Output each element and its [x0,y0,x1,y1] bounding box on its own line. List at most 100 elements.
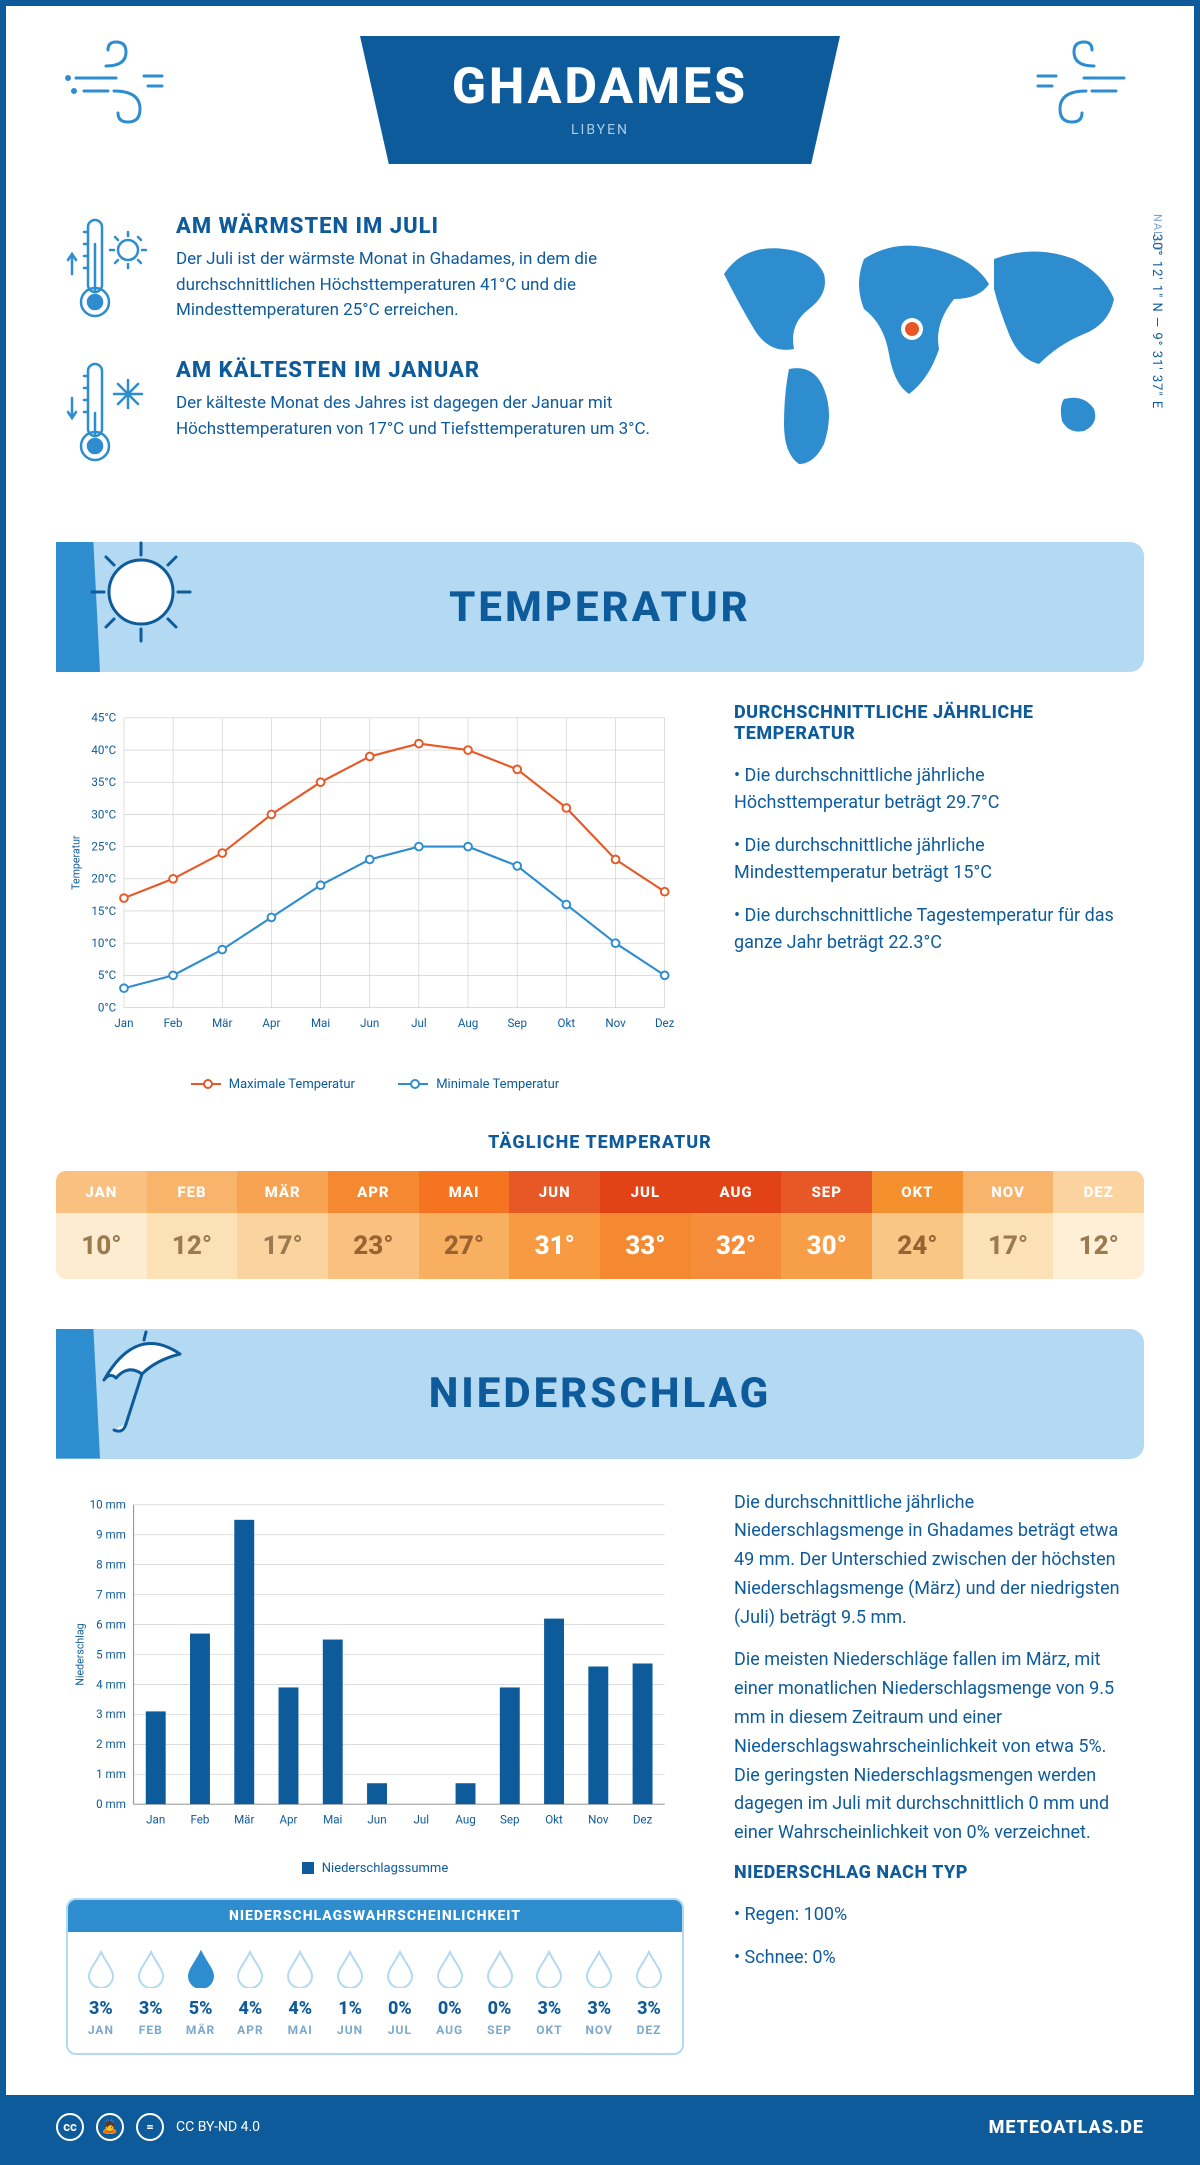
svg-text:Jul: Jul [411,1016,427,1030]
svg-text:5°C: 5°C [98,968,117,982]
svg-text:Jan: Jan [146,1812,165,1826]
city-title: GHADAMES [390,58,810,116]
nd-icon: = [136,2113,164,2141]
svg-text:Jul: Jul [413,1812,429,1826]
precip-chart-row: 0 mm1 mm2 mm3 mm4 mm5 mm6 mm7 mm8 mm9 mm… [6,1489,1194,2096]
svg-text:0°C: 0°C [98,1000,117,1014]
temp-cell: MÄR17° [237,1171,328,1279]
temp-bullet: Die durchschnittliche Tagestemperatur fü… [734,902,1134,956]
svg-text:6 mm: 6 mm [96,1617,126,1631]
cold-body: Der kälteste Monat des Jahres ist dagege… [176,391,654,442]
legend-max: Maximale Temperatur [229,1077,355,1092]
svg-text:Dez: Dez [633,1812,653,1826]
prob-cell: 3%DEZ [624,1948,674,2037]
svg-text:3 mm: 3 mm [96,1707,126,1721]
svg-text:Dez: Dez [655,1016,675,1030]
svg-text:Nov: Nov [605,1016,626,1030]
svg-text:10 mm: 10 mm [90,1497,126,1511]
prob-cell: 0%JUL [375,1948,425,2037]
svg-text:1 mm: 1 mm [96,1767,126,1781]
prob-cell: 1%JUN [325,1948,375,2037]
climate-facts: AM WÄRMSTEN IM JULI Der Juli ist der wär… [66,214,654,502]
svg-text:10°C: 10°C [91,936,116,950]
svg-text:Okt: Okt [558,1016,576,1030]
cold-title: AM KÄLTESTEN IM JANUAR [176,358,654,383]
world-map-panel: NALUT 30° 12' 1" N — 9° 31' 37" E [694,214,1134,502]
svg-text:Jun: Jun [360,1016,379,1030]
svg-text:Feb: Feb [164,1016,183,1030]
license: cc 🙇 = CC BY-ND 4.0 [56,2113,260,2141]
temp-cell: AUG32° [691,1171,782,1279]
coords-label: 30° 12' 1" N — 9° 31' 37" E [1149,234,1164,409]
temp-bullet: Die durchschnittliche jährliche Mindestt… [734,832,1134,886]
prob-cell: 3%FEB [126,1948,176,2037]
temp-cell: JUL33° [600,1171,691,1279]
temp-line-chart: 0°C5°C10°C15°C20°C25°C30°C35°C40°C45°CJa… [66,702,684,1092]
svg-text:0 mm: 0 mm [96,1797,126,1811]
prob-cell: 3%JAN [76,1948,126,2037]
temp-chart-row: 0°C5°C10°C15°C20°C25°C30°C35°C40°C45°CJa… [6,702,1194,1132]
prob-cell: 5%MÄR [176,1948,226,2037]
precip-legend: Niederschlagssumme [66,1861,684,1879]
svg-text:Mär: Mär [212,1016,232,1030]
temp-cell: MAI27° [419,1171,510,1279]
hot-body: Der Juli ist der wärmste Monat in Ghadam… [176,247,654,324]
precip-heading: NIEDERSCHLAG [429,1369,772,1418]
temp-cell: NOV17° [963,1171,1054,1279]
cc-icon: cc [56,2113,84,2141]
temp-section-header: TEMPERATUR [56,542,1144,672]
prob-title: NIEDERSCHLAGSWAHRSCHEINLICHKEIT [68,1900,682,1932]
svg-text:8 mm: 8 mm [96,1557,126,1571]
precip-type-title: NIEDERSCHLAG NACH TYP [734,1862,1134,1883]
svg-text:25°C: 25°C [91,839,116,853]
legend-precip: Niederschlagssumme [322,1861,448,1876]
svg-text:Feb: Feb [191,1812,210,1826]
svg-text:Apr: Apr [280,1812,298,1826]
svg-text:Nov: Nov [588,1812,609,1826]
thermometer-sun-icon [66,214,156,324]
svg-text:2 mm: 2 mm [96,1737,126,1751]
country-label: LIBYEN [390,122,810,138]
svg-text:Aug: Aug [455,1812,475,1826]
svg-text:20°C: 20°C [91,872,116,886]
temp-legend: Maximale Temperatur Minimale Temperatur [66,1074,684,1092]
svg-text:35°C: 35°C [91,775,116,789]
svg-text:Okt: Okt [545,1812,563,1826]
temp-cell: DEZ12° [1053,1171,1144,1279]
prob-cell: 3%OKT [524,1948,574,2037]
precip-section-header: NIEDERSCHLAG [56,1329,1144,1459]
hot-fact: AM WÄRMSTEN IM JULI Der Juli ist der wär… [66,214,654,324]
svg-text:Mai: Mai [311,1016,330,1030]
temp-summary-title: DURCHSCHNITTLICHE JÄHRLICHE TEMPERATUR [734,702,1134,744]
svg-text:Mai: Mai [323,1812,342,1826]
temp-summary: DURCHSCHNITTLICHE JÄHRLICHE TEMPERATUR D… [734,702,1134,1092]
svg-text:Temperatur: Temperatur [70,835,83,890]
svg-text:Sep: Sep [500,1812,520,1826]
wind-icon [1024,36,1144,136]
svg-text:15°C: 15°C [91,904,116,918]
temp-cell: JUN31° [509,1171,600,1279]
temp-bullet: Die durchschnittliche jährliche Höchstte… [734,762,1134,816]
svg-text:7 mm: 7 mm [96,1587,126,1601]
site-name: METEOATLAS.DE [989,2117,1144,2138]
legend-min: Minimale Temperatur [436,1077,559,1092]
precip-type-rain: Regen: 100% [734,1901,1134,1928]
svg-text:9 mm: 9 mm [96,1527,126,1541]
hot-title: AM WÄRMSTEN IM JULI [176,214,654,239]
svg-text:4 mm: 4 mm [96,1677,126,1691]
svg-text:Apr: Apr [262,1016,280,1030]
svg-text:45°C: 45°C [91,711,116,725]
svg-text:Aug: Aug [458,1016,478,1030]
svg-text:Niederschlag: Niederschlag [73,1623,86,1685]
daily-temp-title: TÄGLICHE TEMPERATUR [56,1132,1144,1153]
prob-cell: 4%APR [225,1948,275,2037]
svg-text:40°C: 40°C [91,743,116,757]
title-banner: GHADAMES LIBYEN [360,36,840,164]
svg-text:Sep: Sep [507,1016,527,1030]
temp-heading: TEMPERATUR [449,583,751,632]
temp-cell: FEB12° [147,1171,238,1279]
world-map-icon [694,214,1134,474]
precip-bar-chart: 0 mm1 mm2 mm3 mm4 mm5 mm6 mm7 mm8 mm9 mm… [66,1489,684,2056]
header: GHADAMES LIBYEN [6,6,1194,184]
precip-prob-box: NIEDERSCHLAGSWAHRSCHEINLICHKEIT 3%JAN 3%… [66,1898,684,2055]
